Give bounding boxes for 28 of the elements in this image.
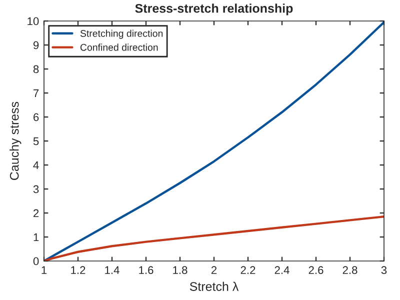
y-tick-label: 5 — [33, 137, 39, 146]
y-tick-label: 4 — [33, 161, 39, 170]
legend-label: Confined direction — [80, 44, 158, 51]
x-tick-label: 1 — [42, 266, 47, 274]
y-tick-label: 7 — [34, 89, 39, 98]
y-axis-title: Cauchy stress — [10, 102, 22, 180]
x-axis-title: Stretch λ — [190, 282, 239, 291]
y-tick-label: 2 — [34, 209, 39, 218]
y-tick-label: 1 — [34, 233, 39, 242]
x-tick-label: 1.2 — [71, 266, 86, 274]
x-tick-label: 2.2 — [240, 266, 256, 274]
y-tick-label: 3 — [33, 185, 39, 194]
y-tick-label: 9 — [33, 41, 39, 50]
chart-title: Stress-stretch relationship — [135, 4, 293, 16]
y-tick-label: 10 — [28, 17, 39, 26]
y-tick-label: 6 — [34, 113, 39, 122]
x-tick-label: 2 — [211, 266, 217, 274]
legend-label: Stretching direction — [80, 30, 163, 39]
x-tick-label: 3 — [381, 266, 387, 274]
y-tick-label: 8 — [33, 65, 39, 74]
x-tick-label: 2.4 — [274, 266, 290, 274]
x-tick-label: 2.8 — [342, 266, 358, 274]
line-series — [44, 21, 384, 261]
x-tick-label: 2.6 — [308, 266, 324, 274]
x-tick-label: 1.4 — [105, 266, 120, 274]
x-tick-label: 1.6 — [139, 266, 154, 274]
y-tick-label: 0 — [33, 257, 39, 266]
x-tick-label: 1.8 — [173, 266, 188, 274]
